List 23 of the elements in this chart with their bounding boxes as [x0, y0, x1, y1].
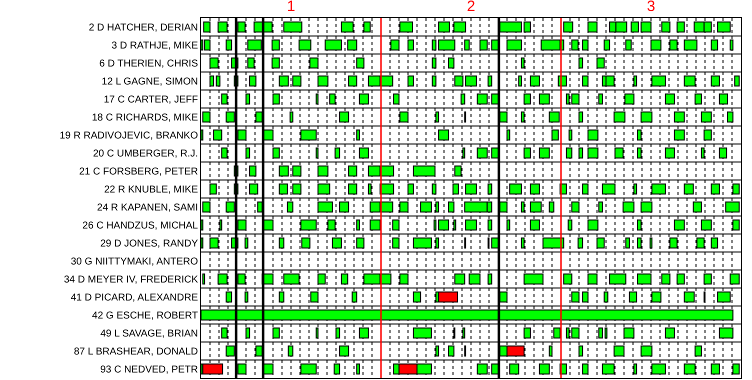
y-tick-label: 2 D HATCHER, DERIAN: [88, 22, 198, 34]
y-tick-label: 93 C NEDVED, PETR: [100, 364, 198, 376]
y-tick-label: 21 C FORSBERG, PETER: [79, 166, 198, 178]
y-tick-label: 3 D RATHJE, MIKE: [112, 40, 198, 52]
x-tick-label: 3: [646, 0, 656, 15]
y-tick-label: 87 L BRASHEAR, DONALD: [74, 346, 198, 358]
y-tick-label: 22 R KNUBLE, MIKE: [104, 184, 198, 196]
y-tick-label: 12 L GAGNE, SIMON: [102, 76, 198, 88]
y-tick-label: 6 D THERIEN, CHRIS: [99, 58, 198, 70]
y-tick-label: 49 L SAVAGE, BRIAN: [100, 328, 198, 340]
y-tick-label: 30 G NIITTYMAKI, ANTERO: [70, 256, 198, 268]
y-tick-label: 29 D JONES, RANDY: [100, 238, 198, 250]
x-tick-label: 2: [466, 0, 476, 15]
x-tick-label: 1: [286, 0, 296, 15]
y-tick-label: 17 C CARTER, JEFF: [104, 94, 198, 106]
y-tick-label: 41 D PICARD, ALEXANDRE: [70, 292, 198, 304]
y-tick-label: 24 R KAPANEN, SAMI: [97, 202, 198, 214]
y-tick-label: 42 G ESCHE, ROBERT: [92, 310, 198, 322]
y-tick-label: 19 R RADIVOJEVIC, BRANKO: [60, 130, 198, 142]
y-tick-label: 34 D MEYER IV, FREDERICK: [64, 274, 198, 286]
y-tick-label: 18 C RICHARDS, MIKE: [92, 112, 198, 124]
y-tick-label: 26 C HANDZUS, MICHAL: [82, 220, 198, 232]
y-tick-label: 20 C UMBERGER, R.J.: [92, 148, 198, 160]
